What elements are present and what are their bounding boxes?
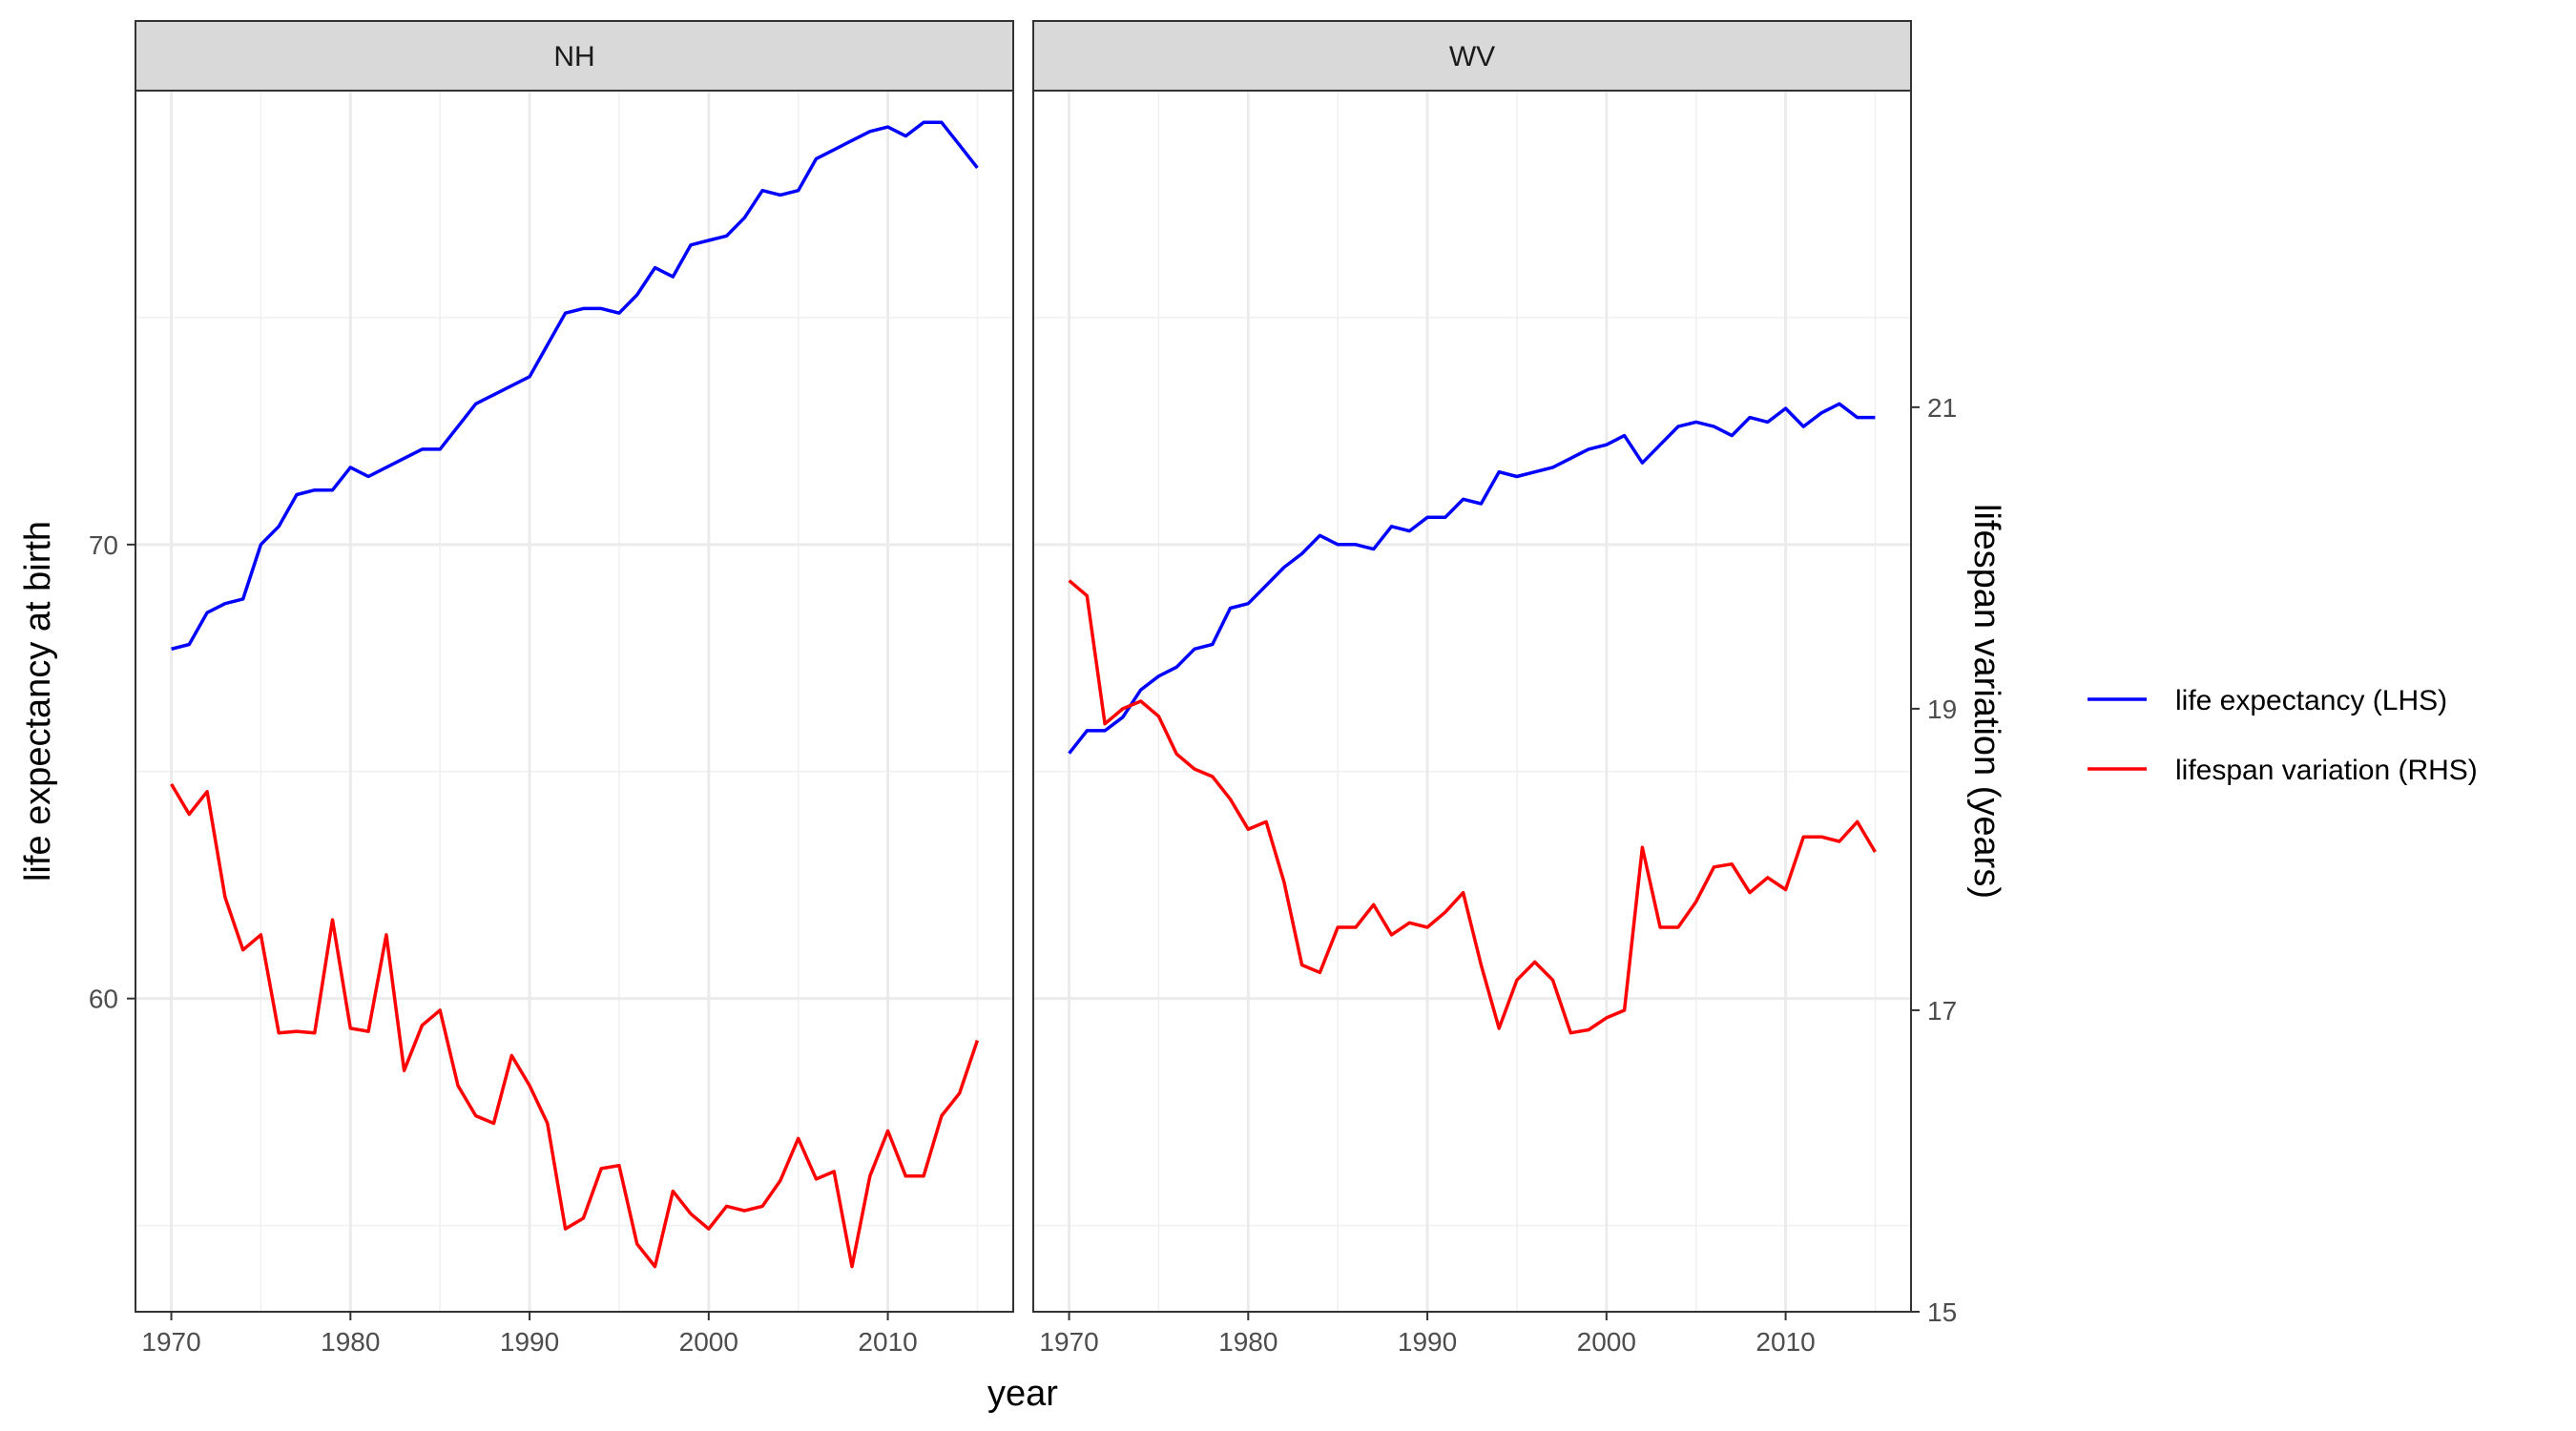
- panel-nh-grid: [135, 91, 1013, 1312]
- x-axis-title: year: [987, 1374, 1058, 1414]
- x-tick-label-nh-1970: 1970: [141, 1327, 200, 1357]
- x-tick-label-wv-2010: 2010: [1755, 1327, 1815, 1357]
- x-tick-label-wv-1990: 1990: [1398, 1327, 1457, 1357]
- y-right-tick-label-17: 17: [1927, 996, 1957, 1026]
- y-axis-left-title: life expectancy at birth: [18, 521, 58, 881]
- x-tick-label-nh-1990: 1990: [500, 1327, 559, 1357]
- y-axis-right-title: lifespan variation (years): [1966, 504, 2006, 899]
- legend-label-life-expectancy: life expectancy (LHS): [2175, 685, 2447, 716]
- x-tick-label-wv-1980: 1980: [1218, 1327, 1278, 1357]
- series-line-wv-lifespan-variation: [1068, 579, 1877, 1035]
- x-tick-label-nh-1980: 1980: [321, 1327, 380, 1357]
- panel-nh-strip-label: NH: [553, 41, 594, 73]
- panel-nh-x-axis: 1970 1980 1990 2000 2010: [141, 1312, 918, 1357]
- x-tick-label-wv-2000: 2000: [1577, 1327, 1636, 1357]
- y-left-tick-label-70: 70: [89, 530, 118, 560]
- x-tick-label-wv-1970: 1970: [1039, 1327, 1098, 1357]
- panel-wv-plot-area: [1033, 91, 1911, 1312]
- panel-wv: WV 1970 1980 1990 2000 2010: [1032, 20, 1912, 1357]
- y-left-tick-label-60: 60: [89, 985, 118, 1014]
- y-right-tick-label-15: 15: [1927, 1297, 1957, 1327]
- panel-nh-border: [135, 90, 1014, 1313]
- panel-nh-plot-area: [135, 91, 1013, 1312]
- series-line-nh-lifespan-variation: [170, 783, 980, 1269]
- panel-wv-border: [1032, 90, 1912, 1313]
- panel-wv-strip: [1032, 20, 1912, 92]
- y-axis-right: 15 17 19 21: [1911, 393, 1957, 1327]
- y-right-tick-label-19: 19: [1927, 695, 1957, 724]
- panel-wv-grid: [1033, 91, 1911, 1312]
- series-line-wv-life-expectancy: [1068, 402, 1876, 755]
- y-axis-left: 60 70: [89, 530, 135, 1014]
- panel-nh-strip: [135, 20, 1014, 92]
- x-tick-label-nh-2000: 2000: [679, 1327, 738, 1357]
- panel-wv-x-axis: 1970 1980 1990 2000 2010: [1039, 1312, 1816, 1357]
- panel-nh: NH 1970 1980 1990 2000 2010: [135, 20, 1014, 1357]
- series-line-nh-life-expectancy: [171, 120, 979, 651]
- x-tick-label-nh-2010: 2010: [858, 1327, 917, 1357]
- y-right-tick-label-21: 21: [1927, 393, 1957, 423]
- legend: life expectancy (LHS) lifespan variation…: [2088, 685, 2478, 786]
- legend-label-lifespan-variation: lifespan variation (RHS): [2175, 755, 2478, 786]
- panel-wv-lines: [1068, 402, 1877, 1035]
- panel-nh-lines: [170, 120, 980, 1269]
- panel-wv-strip-label: WV: [1449, 41, 1495, 73]
